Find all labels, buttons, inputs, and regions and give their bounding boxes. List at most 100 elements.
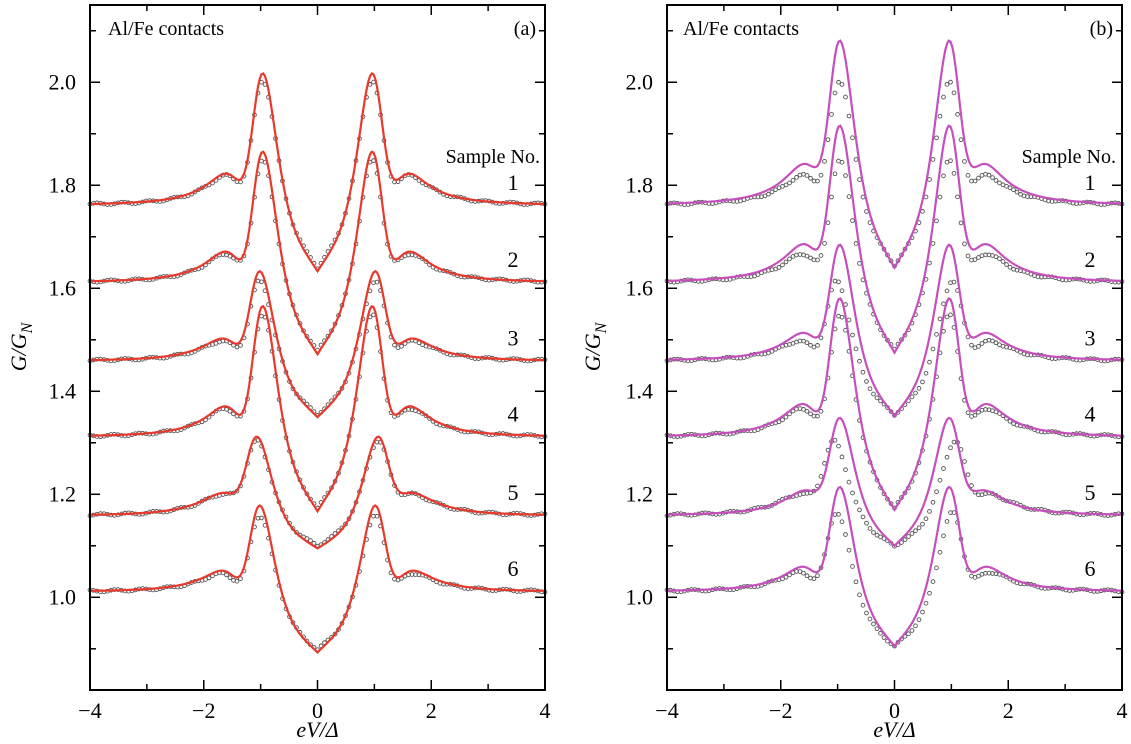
data-point	[227, 408, 233, 414]
data-point	[993, 340, 999, 346]
data-point	[969, 483, 974, 488]
data-point	[944, 519, 950, 524]
data-point	[843, 532, 848, 537]
data-point	[934, 135, 939, 141]
data-point	[801, 570, 806, 576]
data-point	[787, 180, 792, 186]
sample-label-1: 1	[1085, 170, 1096, 195]
data-point	[857, 358, 862, 364]
data-point	[941, 94, 946, 100]
data-point	[955, 112, 960, 117]
plot-frame	[89, 4, 546, 691]
data-point	[843, 94, 848, 100]
data-point	[930, 346, 936, 352]
data-point	[850, 218, 855, 223]
data-point	[976, 175, 981, 181]
data-point	[822, 460, 827, 466]
y-tick-label: 1.8	[49, 172, 77, 197]
data-point	[930, 241, 936, 246]
fit-line-5	[666, 416, 1123, 548]
data-point	[853, 157, 859, 162]
data-point	[839, 314, 845, 320]
x-tick-labels: −4 −2 0 2 4	[655, 698, 1127, 723]
data-point	[976, 255, 981, 260]
fit-line-2	[666, 124, 1123, 355]
y-tick-labels: 1.0 1.2 1.4 1.6 1.8 2.0	[49, 69, 77, 609]
y-tick-label: 1.0	[49, 584, 77, 609]
x-tick-label: 4	[540, 698, 551, 723]
legend-header: Sample No.	[446, 146, 540, 168]
panel-label: (a)	[514, 18, 536, 40]
data-point	[906, 534, 911, 539]
data-point	[808, 411, 813, 417]
data-point	[962, 459, 967, 464]
sample-label-6: 6	[1085, 556, 1096, 581]
data-series-2	[87, 158, 548, 353]
data-point	[822, 241, 827, 246]
sample-label-4: 4	[508, 402, 519, 427]
x-tick-label: 2	[1003, 698, 1014, 723]
data-point	[839, 454, 845, 460]
data-point	[815, 343, 820, 348]
data-point	[815, 413, 820, 419]
series-labels: 1 2 3 4 5 6	[508, 170, 519, 581]
data-point	[780, 262, 785, 268]
series-labels: 1 2 3 4 5 6	[1085, 170, 1096, 581]
data-point	[937, 194, 943, 200]
y-tick-label: 1.8	[626, 172, 654, 197]
data-point	[822, 158, 827, 164]
data-point	[804, 573, 810, 579]
fit-line-2	[89, 150, 546, 357]
data-point	[874, 626, 880, 632]
data-point	[972, 257, 978, 262]
data-point	[853, 499, 859, 505]
data-point	[860, 369, 866, 375]
data-point	[944, 314, 950, 320]
y-axis-label: G/GN	[6, 321, 36, 371]
data-point	[860, 514, 866, 520]
data-point	[836, 443, 841, 449]
y-tick-label: 1.6	[49, 275, 77, 300]
data-point	[990, 175, 995, 180]
data-point	[944, 82, 950, 87]
data-point	[881, 635, 887, 640]
x-tick-label: −2	[769, 698, 792, 723]
fit-line-4	[89, 304, 546, 514]
y-tick-label: 1.2	[49, 481, 77, 506]
fit-line-3	[89, 269, 546, 419]
data-series-3	[664, 278, 1125, 418]
data-series-2	[664, 158, 1125, 352]
data-point	[916, 617, 922, 623]
data-point	[308, 538, 313, 543]
data-point	[892, 643, 897, 649]
data-series-6	[664, 510, 1125, 649]
data-point	[927, 359, 932, 365]
fit-line-1	[666, 39, 1123, 270]
sample-label-4: 4	[1085, 402, 1096, 427]
data-point	[930, 157, 936, 162]
data-series-1	[87, 79, 548, 272]
data-point	[864, 610, 869, 616]
y-tick-label: 1.0	[626, 584, 654, 609]
data-point	[913, 528, 918, 534]
data-point	[801, 407, 806, 412]
data-point	[836, 79, 841, 85]
data-point	[941, 466, 946, 471]
data-point	[227, 575, 233, 581]
fit-line-4	[666, 297, 1123, 512]
data-point	[934, 331, 939, 337]
data-point	[839, 159, 845, 165]
data-series-1	[664, 79, 1125, 269]
data-point	[850, 564, 855, 569]
data-point	[839, 288, 845, 294]
data-point	[934, 218, 939, 224]
data-point	[902, 537, 908, 542]
x-tick-label: 0	[889, 698, 900, 723]
x-tick-label: −4	[655, 698, 678, 723]
data-point	[871, 621, 876, 627]
data-point	[1007, 264, 1013, 270]
y-tick-label: 2.0	[49, 69, 77, 94]
